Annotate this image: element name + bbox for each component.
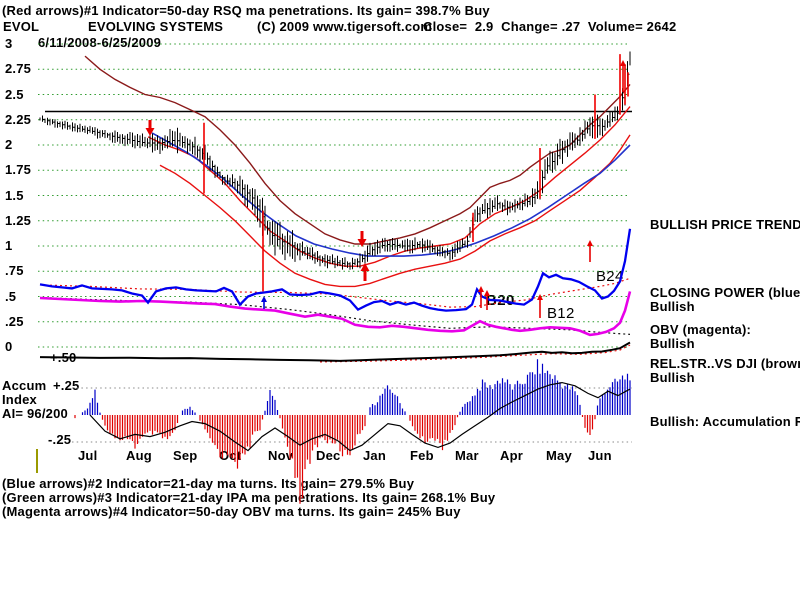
y-axis-label-2: 2: [5, 137, 13, 152]
obv-label: OBV (magenta):: [650, 322, 752, 337]
up-arrow-head: [587, 240, 593, 246]
closing-power-label: CLOSING POWER (blue):: [650, 285, 800, 300]
y-axis-label-.25: .25: [5, 313, 24, 329]
quote-summary: Close= 2.9 Change= .27 Volume= 2642: [423, 19, 677, 34]
up-arrow-head: [478, 286, 484, 292]
top-indicator-line: (Red arrows)#1 Indicator=50-day RSQ ma p…: [2, 3, 490, 18]
y-axis-label-1: 1: [5, 238, 13, 253]
obv-line: [39, 291, 632, 337]
lower-band-red: [159, 134, 631, 288]
accum-histogram-positive: [81, 359, 631, 415]
up-arrow-head: [360, 263, 370, 271]
month-label-feb: Feb: [410, 448, 434, 463]
footer-green-arrows-line: (Green arrows)#3 Indicator=21-day IPA ma…: [2, 490, 496, 505]
footer-magenta-arrows-line: (Magenta arrows)#4 Indicator=50-day OBV …: [2, 504, 461, 519]
upper-band-brown: [84, 55, 631, 245]
up-arrow-head: [261, 296, 267, 302]
month-label-may: May: [546, 448, 572, 463]
month-label-sep: Sep: [173, 448, 198, 463]
price-bars: [39, 51, 631, 270]
copyright-text: (C) 2009 www.tigersoft.com: [257, 19, 433, 34]
signal-b24-label: B24: [596, 268, 624, 285]
accum-histogram-negative: [74, 415, 596, 504]
relstr-label: REL.STR..VS DJI (brown):: [650, 356, 800, 371]
month-label-jul: Jul: [78, 448, 98, 463]
accumulation-status: Bullish: Accumulation Rising: [650, 414, 800, 429]
month-label-jun: Jun: [588, 448, 612, 463]
y-axis-label-1.25: 1.25: [5, 212, 32, 228]
up-arrow-head: [537, 294, 543, 300]
y-axis-label-.75: .75: [5, 263, 24, 279]
ai-value-label: AI= 96/200: [2, 406, 68, 421]
relstr-red-dotted: [319, 344, 631, 363]
month-label-aug: Aug: [126, 448, 152, 463]
month-label-jan: Jan: [363, 448, 387, 463]
y-axis-label-2.25: 2.25: [5, 111, 32, 127]
y-axis-label-.5: .5: [5, 288, 17, 304]
y-axis-label-2.5: 2.5: [5, 86, 24, 102]
accum-minus25-label: -.25: [48, 432, 72, 447]
accum-label: Accum: [2, 378, 47, 393]
signal-b12-label: B12: [547, 305, 575, 322]
relstr-line: [39, 341, 631, 362]
up-arrow-head: [620, 60, 626, 66]
y-axis-label-0: 0: [5, 339, 13, 354]
relstr-status: Bullish: [650, 370, 695, 385]
y-axis-label-1.75: 1.75: [5, 162, 32, 178]
company-name: EVOLVING SYSTEMS: [88, 19, 224, 34]
price-trend-status: BULLISH PRICE TREND: [650, 217, 800, 232]
red-signal-bars: [203, 54, 629, 292]
closing-power-line: [39, 228, 632, 312]
month-label-nov: Nov: [268, 448, 294, 463]
ticker-symbol: EVOL: [3, 19, 40, 34]
accum-plus25-label: +.25: [53, 378, 80, 393]
price-ma-blue: [151, 132, 631, 257]
month-label-apr: Apr: [500, 448, 523, 463]
y-axis-label-1.5: 1.5: [5, 187, 24, 203]
obv-status: Bullish: [650, 336, 695, 351]
date-range: 6/11/2008-6/25/2009: [38, 35, 162, 50]
down-arrow-head: [357, 239, 367, 247]
up-arrow-head: [484, 290, 490, 296]
accum-ma-line: [89, 381, 631, 452]
closing-power-status: Bullish: [650, 299, 695, 314]
footer-blue-arrows-line: (Blue arrows)#2 Indicator=21-day ma turn…: [2, 476, 415, 491]
y-axis-label-3: 3: [5, 36, 13, 51]
index-label: Index: [2, 392, 37, 407]
month-label-mar: Mar: [455, 448, 479, 463]
month-label-dec: Dec: [316, 448, 341, 463]
down-arrow-head: [145, 128, 155, 136]
y-axis-label-2.75: 2.75: [5, 61, 32, 77]
